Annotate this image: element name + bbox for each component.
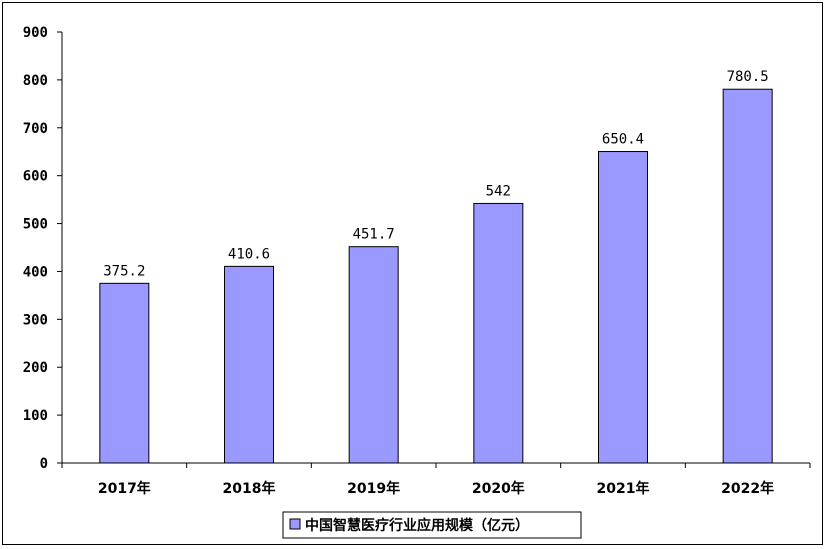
- bar: [598, 151, 648, 464]
- y-axis: 0 100 200 300 400 500 600 700 800 900: [23, 25, 63, 472]
- data-label: 542: [486, 183, 511, 199]
- y-tick-label: 200: [23, 360, 48, 376]
- bar: [473, 202, 524, 464]
- y-tick-label: 700: [23, 121, 48, 137]
- x-tick-label: 2018年: [223, 480, 276, 497]
- bar-series: [99, 88, 773, 464]
- bar: [348, 246, 399, 464]
- y-tick-label: 300: [23, 312, 48, 328]
- legend-label: 中国智慧医疗行业应用规模（亿元）: [305, 517, 529, 534]
- data-labels: 375.2 410.6 451.7 542 650.4 780.5: [103, 69, 768, 279]
- y-tick-label: 600: [23, 169, 48, 185]
- x-tick-label: 2017年: [98, 480, 151, 497]
- x-tick-label: 2021年: [597, 480, 650, 497]
- y-tick-label: 100: [23, 408, 48, 424]
- x-tick-label: 2019年: [347, 480, 400, 497]
- data-label: 375.2: [103, 263, 145, 279]
- data-label: 451.7: [353, 227, 395, 243]
- bar: [722, 88, 773, 464]
- y-tick-label: 900: [23, 25, 48, 41]
- legend-swatch: [289, 518, 301, 530]
- data-label: 780.5: [727, 69, 769, 85]
- legend: 中国智慧医疗行业应用规模（亿元）: [282, 511, 582, 539]
- y-tick-label: 800: [23, 73, 48, 89]
- data-label: 410.6: [228, 246, 270, 262]
- x-axis: 2017年 2018年 2019年 2020年 2021年 2022年: [61, 462, 811, 497]
- y-tick-label: 400: [23, 264, 48, 280]
- bar: [99, 282, 150, 464]
- x-tick-label: 2020年: [472, 480, 525, 497]
- y-tick-label: 500: [23, 217, 48, 233]
- legend-box: [282, 511, 582, 539]
- bar: [224, 265, 274, 464]
- x-tick-label: 2022年: [721, 480, 774, 497]
- y-tick-label: 0: [40, 456, 48, 472]
- data-label: 650.4: [602, 132, 644, 148]
